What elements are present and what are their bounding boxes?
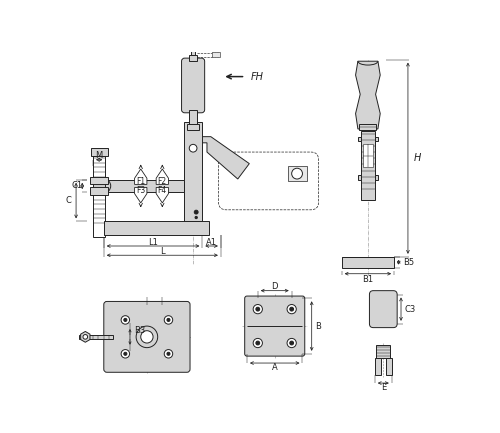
Circle shape — [253, 339, 262, 348]
Circle shape — [167, 352, 170, 355]
Bar — [90, 187, 108, 195]
Bar — [190, 55, 197, 61]
Bar — [90, 148, 108, 156]
Bar — [342, 257, 394, 268]
Bar — [184, 122, 203, 221]
Bar — [104, 180, 184, 192]
FancyBboxPatch shape — [182, 58, 204, 113]
Circle shape — [253, 304, 262, 314]
Circle shape — [83, 335, 87, 339]
Bar — [361, 130, 375, 200]
Circle shape — [287, 339, 296, 348]
Bar — [191, 50, 196, 55]
Circle shape — [164, 349, 172, 358]
Bar — [358, 137, 361, 141]
Text: A1: A1 — [206, 238, 217, 247]
Bar — [212, 52, 220, 57]
Circle shape — [121, 316, 130, 324]
Text: B5: B5 — [404, 258, 414, 267]
Bar — [79, 335, 113, 339]
Circle shape — [194, 210, 198, 214]
Polygon shape — [134, 187, 147, 203]
Bar — [190, 110, 197, 123]
Bar — [358, 175, 361, 180]
Bar — [90, 177, 108, 184]
Circle shape — [136, 326, 158, 348]
Circle shape — [290, 341, 294, 345]
Bar — [364, 144, 372, 168]
Circle shape — [256, 307, 260, 311]
Bar — [360, 124, 376, 130]
Bar — [375, 175, 378, 180]
Circle shape — [195, 216, 198, 219]
Bar — [93, 156, 106, 237]
Circle shape — [167, 318, 170, 321]
Text: H: H — [414, 153, 420, 163]
Circle shape — [124, 318, 127, 321]
Bar — [375, 359, 381, 375]
Polygon shape — [201, 137, 250, 179]
Circle shape — [256, 341, 260, 345]
Text: F2: F2 — [158, 177, 167, 186]
Bar — [288, 166, 307, 181]
Ellipse shape — [97, 179, 110, 193]
Bar — [376, 345, 390, 359]
Circle shape — [287, 304, 296, 314]
Circle shape — [164, 316, 172, 324]
Bar — [104, 221, 208, 235]
Bar — [386, 359, 392, 375]
Polygon shape — [134, 169, 147, 184]
Text: M: M — [96, 152, 103, 160]
Text: FH: FH — [251, 71, 264, 81]
Text: C1: C1 — [72, 181, 83, 191]
Text: C3: C3 — [404, 305, 415, 313]
Text: D: D — [272, 281, 278, 291]
Text: B3: B3 — [134, 326, 146, 335]
Text: F1: F1 — [136, 177, 145, 186]
FancyBboxPatch shape — [104, 301, 190, 372]
FancyBboxPatch shape — [370, 291, 397, 328]
Polygon shape — [356, 61, 380, 129]
Circle shape — [141, 331, 153, 343]
FancyBboxPatch shape — [244, 296, 305, 356]
Text: L: L — [160, 247, 164, 256]
Bar — [375, 137, 378, 141]
Text: B1: B1 — [362, 275, 374, 284]
FancyBboxPatch shape — [218, 152, 318, 210]
Text: C: C — [66, 196, 71, 205]
Circle shape — [290, 307, 294, 311]
Text: B: B — [315, 322, 320, 330]
Circle shape — [121, 349, 130, 358]
Circle shape — [124, 352, 127, 355]
Polygon shape — [156, 169, 168, 184]
Polygon shape — [156, 187, 168, 203]
Text: F4: F4 — [158, 186, 167, 195]
Bar — [187, 123, 200, 130]
Circle shape — [190, 144, 197, 152]
Circle shape — [292, 168, 302, 179]
Text: L1: L1 — [148, 238, 158, 247]
Text: E: E — [380, 383, 386, 392]
Text: A: A — [272, 363, 278, 372]
Text: F3: F3 — [136, 186, 145, 195]
